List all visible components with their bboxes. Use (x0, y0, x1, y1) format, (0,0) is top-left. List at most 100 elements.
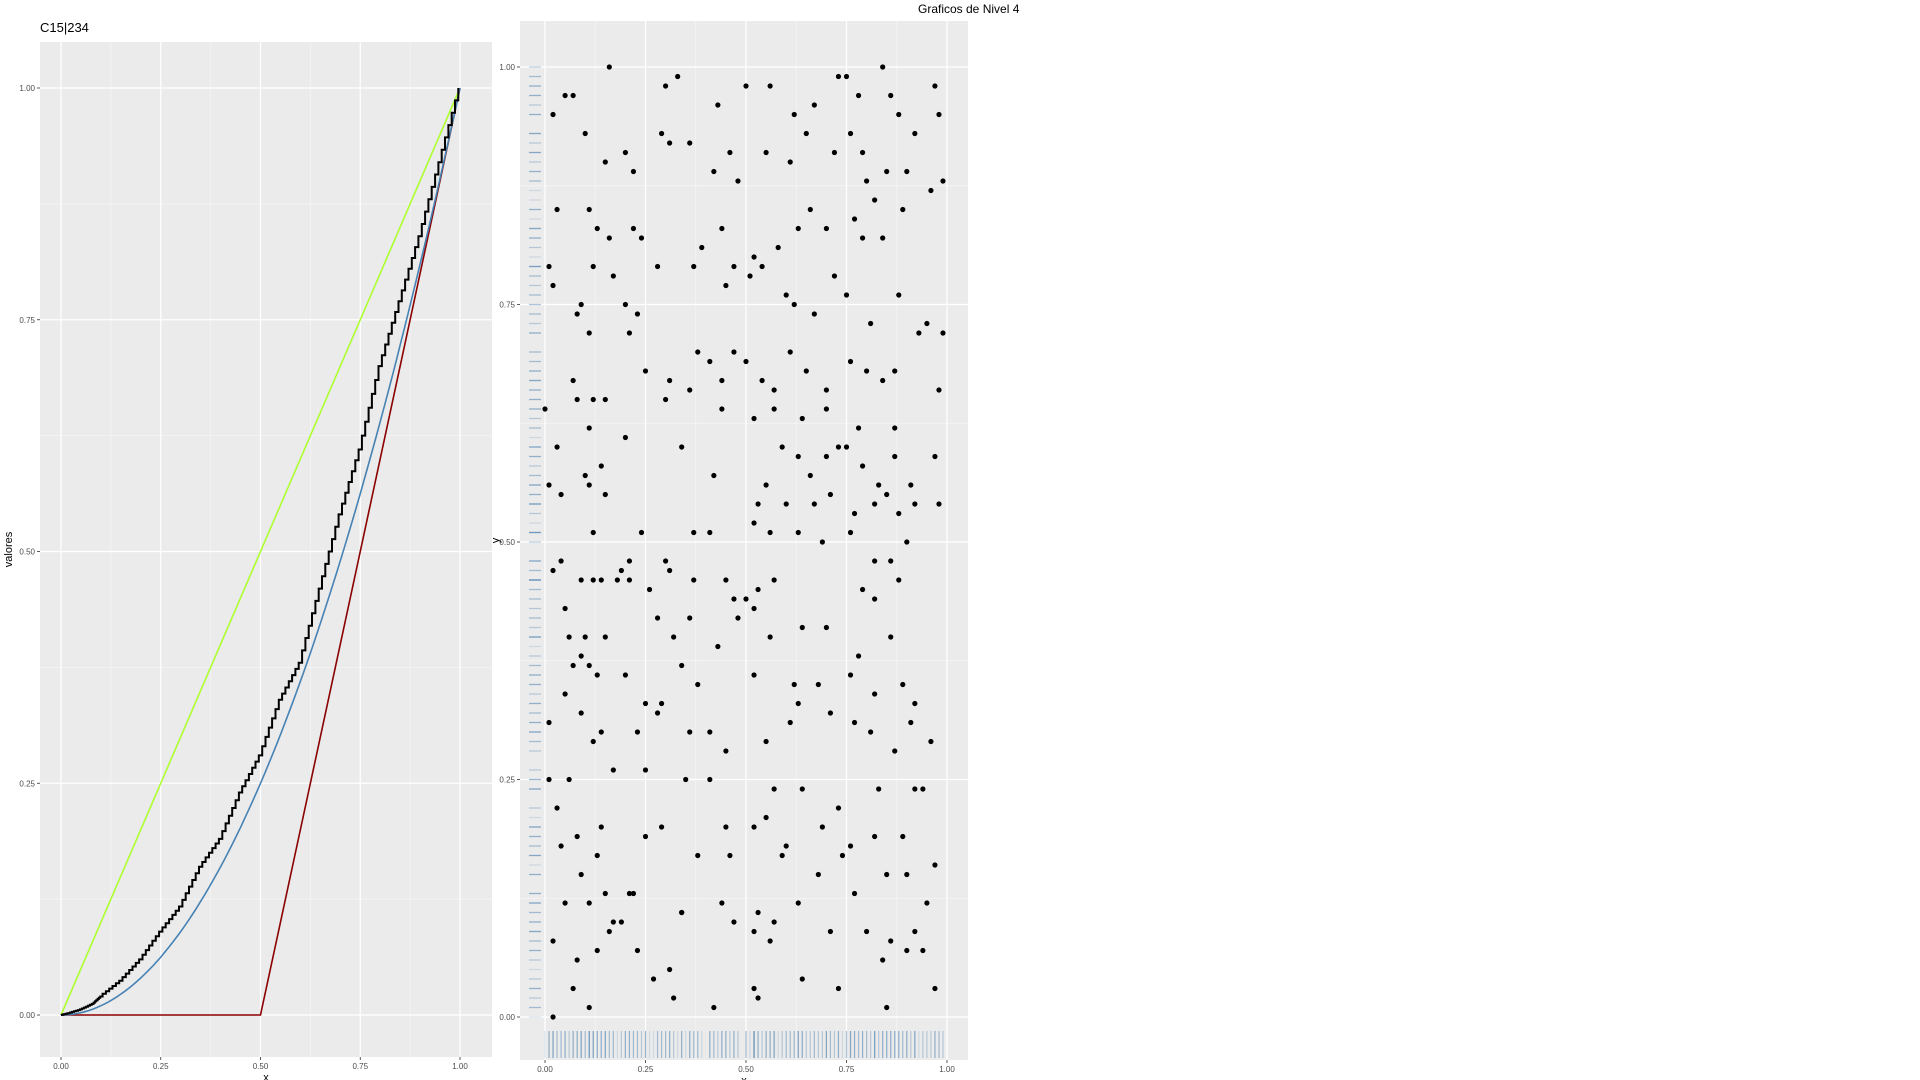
scatter-point (727, 852, 733, 859)
scatter-point (912, 700, 918, 707)
scatter-point (550, 111, 556, 118)
scatter-point (707, 529, 713, 536)
scatter-point (835, 73, 842, 80)
scatter-point (876, 786, 882, 792)
scatter-point (626, 330, 633, 336)
scatter-point (767, 634, 773, 640)
scatter-point (916, 330, 922, 336)
scatter-point (763, 482, 769, 488)
x-axis-label: x (741, 1075, 747, 1080)
scatter-point (751, 605, 757, 612)
scatter-point (940, 330, 946, 336)
scatter-point (578, 577, 584, 583)
scatter-point (755, 995, 761, 1001)
scatter-point (550, 567, 556, 574)
scatter-point (904, 539, 910, 545)
scatter-point (859, 463, 866, 469)
scatter-point (851, 719, 858, 726)
y-tick-label: 0.75 (19, 316, 35, 325)
scatter-point (562, 691, 568, 697)
chart-title: C15|234 (40, 20, 89, 35)
scatter-point (859, 586, 866, 593)
scatter-point (546, 482, 552, 488)
scatter-point (783, 501, 789, 507)
scatter-point (751, 824, 757, 830)
scatter-point (574, 311, 580, 317)
scatter-point (679, 444, 685, 450)
scatter-point (654, 263, 661, 270)
scatter-point (546, 719, 552, 726)
scatter-point (719, 377, 725, 384)
scatter-point (570, 985, 576, 992)
scatter-point (859, 235, 866, 241)
scatter-point (578, 301, 584, 308)
panel-background (40, 42, 492, 1057)
scatter-point (731, 349, 737, 355)
y-tick-label: 0.25 (19, 779, 35, 788)
scatter-point (823, 387, 830, 393)
x-tick-label: 0.50 (738, 1065, 754, 1074)
scatter-point (743, 596, 749, 602)
scatter-point (691, 529, 697, 536)
scatter-point (851, 216, 858, 222)
scatter-point (610, 273, 616, 279)
scatter-point (558, 843, 564, 849)
scatter-point (610, 919, 616, 925)
scatter-point (924, 900, 930, 906)
scatter-point (783, 292, 789, 298)
scatter-point (723, 577, 729, 583)
series-line-2 (61, 87, 461, 1016)
scatter-point (771, 387, 777, 393)
scatter-point (896, 510, 902, 517)
series-line-3 (60, 87, 461, 1016)
scatter-point (650, 976, 657, 982)
scatter-point (727, 149, 733, 156)
scatter-point (667, 377, 673, 384)
scatter-point (892, 748, 898, 754)
scatter-point (831, 273, 838, 279)
scatter-point (827, 491, 834, 498)
scatter-point (667, 567, 673, 574)
scatter-point (932, 862, 938, 868)
scatter-point (731, 263, 737, 270)
scatter-point (831, 149, 838, 156)
scatter-point (594, 947, 600, 954)
scatter-point (634, 947, 641, 954)
scatter-point (546, 263, 552, 270)
scatter-point (787, 159, 793, 165)
scatter-point (554, 444, 560, 450)
scatter-point (864, 178, 870, 184)
scatter-point (622, 672, 629, 678)
scatter-point (847, 672, 854, 678)
scatter-point (642, 767, 649, 773)
scatter-point (642, 700, 649, 707)
scatter-point (707, 358, 713, 365)
scatter-point (658, 700, 665, 707)
scatter-point (888, 938, 894, 944)
scatter-point (574, 957, 580, 963)
scatter-point (823, 453, 830, 460)
scatter-point (827, 710, 834, 716)
scatter-point (602, 159, 608, 165)
scatter-point (622, 434, 629, 441)
x-tick-label: 0.75 (352, 1062, 368, 1071)
scatter-point (618, 919, 624, 925)
scatter-point (843, 73, 850, 80)
scatter-point (578, 871, 584, 878)
scatter-point (594, 225, 600, 232)
scatter-point (847, 843, 854, 849)
scatter-point (638, 529, 645, 536)
scatter-point (671, 634, 677, 640)
scatter-point (859, 149, 866, 156)
scatter-point (900, 833, 906, 840)
scatter-point (638, 235, 645, 241)
scatter-point (602, 491, 608, 498)
scatter-point (590, 577, 596, 583)
scatter-point (719, 900, 725, 906)
scatter-point (687, 615, 693, 621)
scatter-point (594, 852, 600, 859)
scatter-point (546, 776, 552, 783)
scatter-point (823, 406, 830, 412)
scatter-point (839, 852, 846, 859)
y-tick-label: 0.75 (499, 301, 515, 310)
